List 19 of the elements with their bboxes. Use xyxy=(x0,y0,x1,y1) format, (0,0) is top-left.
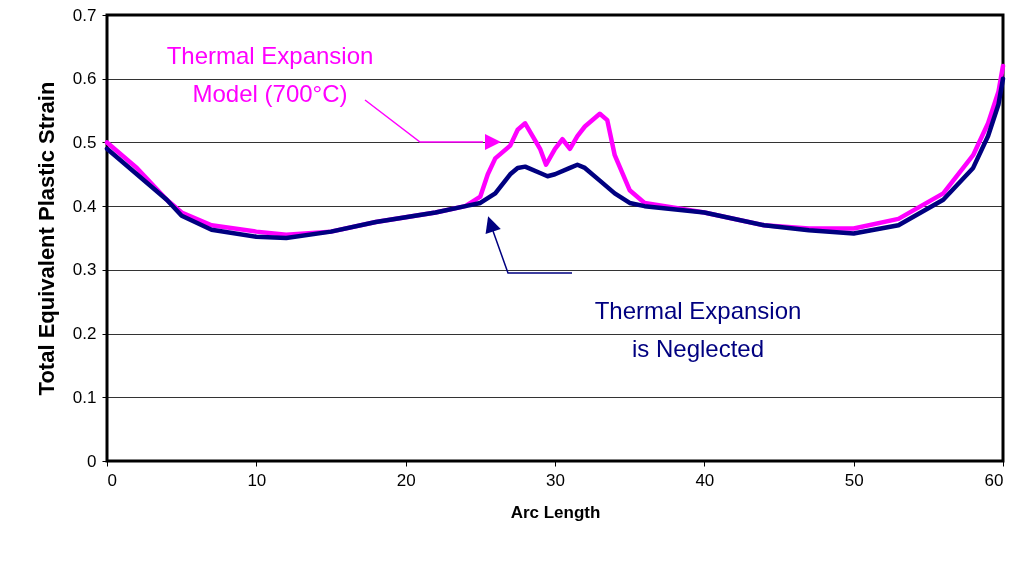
y-tick-label: 0.1 xyxy=(72,387,97,407)
x-axis-title: Arc Length xyxy=(510,502,601,522)
x-tick-label: 50 xyxy=(844,470,864,490)
y-tick-label: 0 xyxy=(87,451,97,471)
y-tick-label: 0.5 xyxy=(72,132,97,152)
y-tick-label: 0.3 xyxy=(72,260,97,280)
y-tick-label: 0.4 xyxy=(72,196,97,216)
y-tick-label: 0.2 xyxy=(72,324,97,344)
annotation: Thermal Expansion Model (700°C) xyxy=(166,42,374,107)
x-tick-label: 20 xyxy=(396,470,416,490)
y-tick-label: 0.6 xyxy=(72,69,97,89)
annotation: Thermal Expansion is Neglected xyxy=(594,297,802,362)
y-tick-label: 0.7 xyxy=(72,5,97,25)
x-tick-label: 40 xyxy=(695,470,715,490)
x-tick-label: 30 xyxy=(546,470,565,490)
x-tick-label: 10 xyxy=(247,470,267,490)
x-tick-label: 60 xyxy=(984,470,1004,490)
y-axis-title: Total Equivalent Plastic Strain xyxy=(33,81,59,396)
x-tick-label: 0 xyxy=(107,470,117,490)
